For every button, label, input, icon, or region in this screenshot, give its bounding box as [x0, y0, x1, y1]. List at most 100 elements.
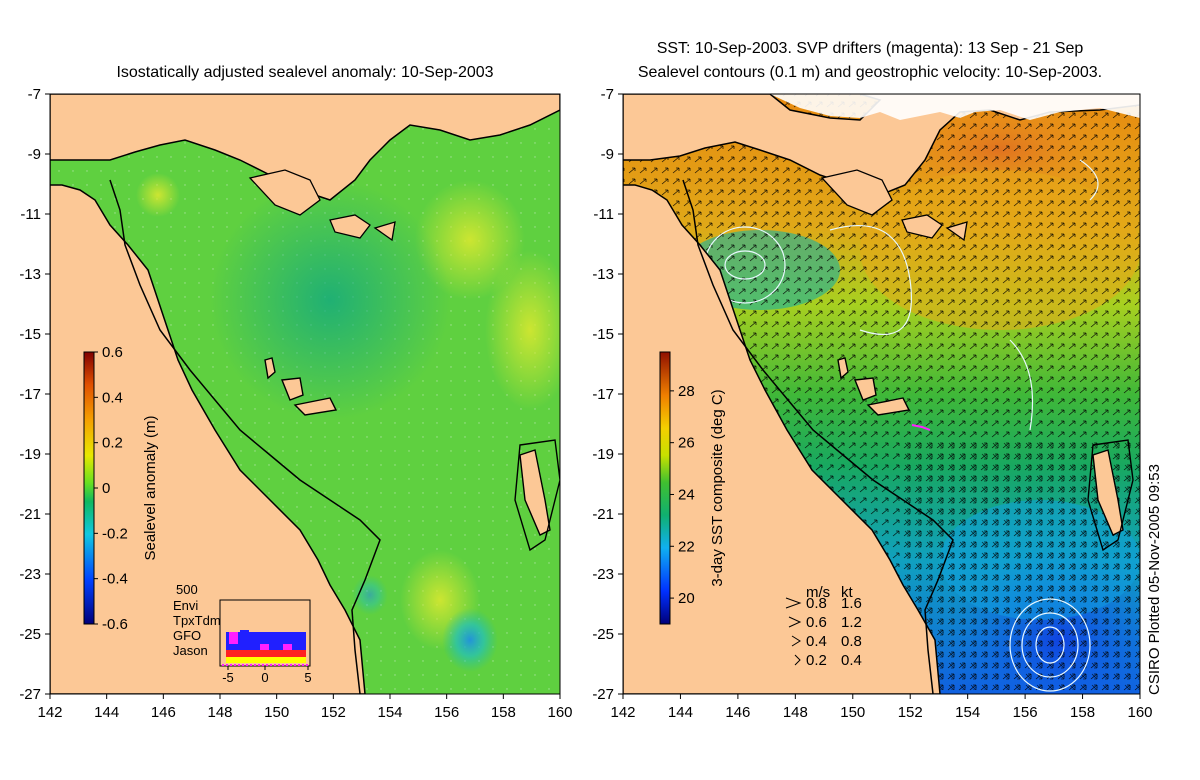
left-map-x-tick-label: 144 [94, 704, 119, 721]
left-land-mask [50, 94, 366, 694]
right-map-x-tick-label: 146 [725, 704, 750, 721]
velocity-legend-arrow-icon [785, 597, 802, 609]
left-map-y-tick-label: -19 [19, 446, 41, 463]
inset-mission-jason: Jason [173, 643, 208, 658]
inset-mission-envi: Envi [173, 598, 198, 613]
right-map-title-line2: Sealevel contours (0.1 m) and geostrophi… [637, 64, 1103, 81]
left-png-land [50, 94, 560, 201]
left-colorbar-tick-label: 0.6 [102, 344, 123, 361]
right-map-y-tick-label: -23 [592, 566, 614, 583]
left-low-anomaly-eddy [442, 608, 498, 672]
left-map-y-tick-label: -7 [28, 86, 41, 103]
left-map-x-tick-label: 150 [264, 704, 289, 721]
left-colorbar-tick-label: 0.4 [102, 389, 123, 406]
velocity-legend-kt: 0.4 [841, 652, 862, 669]
velocity-units-kt: kt [841, 584, 854, 601]
left-colorbar: 0.6 0.4 0.2 0 -0.2 -0.4 -0.6 Sealevel anomaly … [83, 344, 159, 633]
left-colorbar-tick-label: -0.4 [102, 571, 128, 588]
right-colorbar: 28 26 24 22 20 3-day SST composite (deg C) [659, 351, 726, 625]
right-map-axes: 142 144 146 148 150 152 154 156 158 160 -7 -9 -11 -13… [592, 86, 1152, 721]
left-shelf-contour [109, 179, 381, 694]
right-colorbar-tick-label: 22 [678, 538, 695, 555]
velocity-legend-kt: 1.2 [841, 614, 862, 631]
left-map-x-tick-label: 146 [151, 704, 176, 721]
right-colorbar-ramp [659, 351, 671, 625]
right-map-y-tick-label: -11 [593, 206, 614, 223]
left-map-y-tick-label: -21 [19, 506, 41, 523]
right-colorbar-tick-label: 28 [678, 383, 695, 400]
right-png-islands [820, 169, 968, 242]
inset-x-tick-label: 5 [304, 670, 311, 685]
left-map-y-tick-label: -15 [19, 326, 41, 343]
velocity-legend-ms: 0.2 [806, 652, 827, 669]
right-map-y-tick-label: -15 [592, 326, 614, 343]
left-colorbar-ramp [83, 351, 95, 625]
right-colorbar-label: 3-day SST composite (deg C) [709, 389, 726, 586]
left-colorbar-label: Sealevel anomaly (m) [142, 415, 159, 560]
right-map-y-tick-label: -27 [592, 686, 614, 703]
left-map-x-tick-label: 142 [37, 704, 62, 721]
right-colorbar-ticks: 28 26 24 22 20 [670, 383, 695, 607]
left-map [50, 94, 560, 694]
left-map-y-tick-label: -9 [28, 146, 41, 163]
left-map-y-tick-label: -11 [20, 206, 41, 223]
right-map-y-tick-label: -17 [592, 386, 614, 403]
velocity-units-ms: m/s [806, 584, 830, 601]
right-colorbar-tick-label: 20 [678, 590, 695, 607]
right-colorbar-tick-label: 24 [678, 486, 695, 503]
velocity-legend-ms: 0.8 [806, 595, 827, 612]
velocity-legend-rows: 0.8 1.6 0.6 1.2 0.4 0.8 0.2 0.4 [785, 595, 862, 669]
right-white-cloud [770, 94, 1140, 120]
right-map-x-tick-label: 148 [783, 704, 808, 721]
velocity-legend-arrow-icon [788, 616, 802, 628]
left-map-title: Isostatically adjusted sealevel anomaly:… [116, 64, 494, 81]
right-map-y-tick-label: -7 [601, 86, 614, 103]
left-high-anomaly-far-east [485, 250, 560, 410]
right-map-x-tick-label: 144 [668, 704, 693, 721]
right-map-y-tick-label: -21 [592, 506, 614, 523]
right-map-y-tick-label: -9 [601, 146, 614, 163]
right-shelf-contour [682, 179, 954, 694]
right-map-y-tick-label: -25 [592, 626, 614, 643]
left-map-y-tick-label: -17 [19, 386, 41, 403]
right-reefs [837, 357, 1124, 536]
left-map-x-tick-label: 158 [491, 704, 516, 721]
left-reefs [264, 357, 551, 536]
velocity-legend: m/s kt 0.8 1.6 0.6 1.2 0.4 0.8 0.2 0.4 [785, 584, 862, 669]
left-high-anomaly-west [136, 173, 180, 217]
left-colorbar-tick-label: -0.6 [102, 616, 128, 633]
left-colorbar-tick-label: -0.2 [102, 525, 128, 542]
left-map-x-tick-label: 156 [434, 704, 459, 721]
left-map-x-tick-label: 148 [207, 704, 232, 721]
inset-mission-tpxtdm: TpxTdm [173, 613, 221, 628]
right-map-x-tick-label: 160 [1127, 704, 1152, 721]
left-colorbar-ticks: 0.6 0.4 0.2 0 -0.2 -0.4 -0.6 [94, 344, 128, 633]
velocity-legend-ms: 0.6 [806, 614, 827, 631]
inset-x-tick-label: 0 [261, 670, 268, 685]
right-map-y-tick-label: -19 [592, 446, 614, 463]
right-map-x-tick-label: 154 [955, 704, 980, 721]
right-map-x-tick-label: 156 [1013, 704, 1038, 721]
left-map-y-tick-label: -13 [19, 266, 41, 283]
svp-drifter-track [911, 424, 931, 431]
left-map-y-tick-label: -27 [19, 686, 41, 703]
left-map-x-tick-label: 160 [547, 704, 572, 721]
right-reef-outline [1087, 439, 1134, 552]
right-map-y-tick-label: -13 [592, 266, 614, 283]
velocity-legend-kt: 0.8 [841, 633, 862, 650]
right-map-x-tick-label: 150 [840, 704, 865, 721]
left-map-y-tick-label: -23 [19, 566, 41, 583]
left-map-x-tick-label: 154 [377, 704, 402, 721]
inset-mission-gfo: GFO [173, 628, 201, 643]
left-map-y-tick-label: -25 [19, 626, 41, 643]
velocity-legend-ms: 0.4 [806, 633, 827, 650]
right-map-x-tick-label: 152 [898, 704, 923, 721]
left-reef-outline [514, 439, 560, 552]
right-map-x-tick-label: 142 [610, 704, 635, 721]
inset-x-ticks: -5 0 5 [222, 666, 312, 685]
right-map-x-tick-label: 158 [1070, 704, 1095, 721]
left-png-islands [248, 169, 396, 242]
